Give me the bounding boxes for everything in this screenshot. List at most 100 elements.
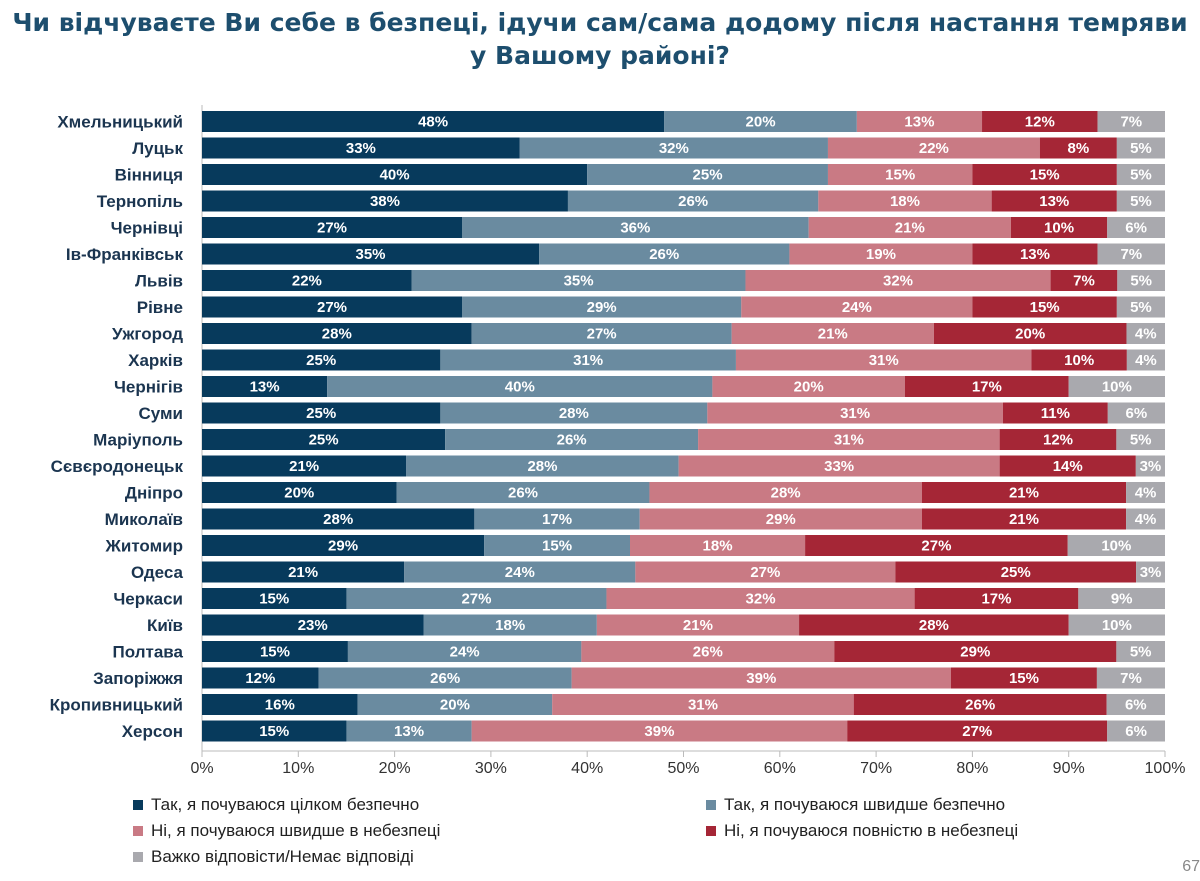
data-label: 25% xyxy=(306,352,336,369)
data-label: 21% xyxy=(1009,511,1039,528)
data-label: 27% xyxy=(962,723,992,740)
bar-segment xyxy=(1116,137,1165,159)
bar-segment xyxy=(707,402,1003,424)
data-label: 11% xyxy=(1041,405,1070,422)
bar-segment xyxy=(1116,296,1165,318)
bar-segment xyxy=(639,508,922,530)
data-label: 5% xyxy=(1130,193,1152,210)
data-label: 7% xyxy=(1120,670,1142,687)
bar-segment xyxy=(202,111,665,132)
bar-segment xyxy=(895,561,1137,583)
data-label: 18% xyxy=(495,617,525,634)
bar-segment xyxy=(202,137,520,159)
bar-segment xyxy=(357,694,553,715)
data-label: 15% xyxy=(1009,670,1039,687)
category-label: Чернігів xyxy=(114,378,183,397)
data-label: 20% xyxy=(746,114,776,131)
bar-segment xyxy=(1002,402,1108,424)
bar-segment xyxy=(827,137,1040,159)
bar-segment xyxy=(735,349,1032,371)
data-label: 6% xyxy=(1125,697,1147,714)
bar-segment xyxy=(423,614,597,636)
data-label: 16% xyxy=(265,697,295,714)
data-label: 21% xyxy=(683,617,713,634)
bar-segment xyxy=(698,429,1000,450)
bar-segment xyxy=(474,508,640,530)
data-label: 31% xyxy=(573,352,603,369)
bar-segment xyxy=(202,535,485,556)
bar-segment xyxy=(202,561,405,583)
bar-segment xyxy=(581,641,835,662)
data-label: 13% xyxy=(1020,246,1050,263)
category-label: Суми xyxy=(138,404,183,423)
bar-segment xyxy=(921,482,1127,503)
data-label: 8% xyxy=(1067,140,1089,157)
bar-segment xyxy=(745,270,1051,291)
data-label: 18% xyxy=(890,193,920,210)
data-label: 27% xyxy=(921,538,951,555)
data-label: 7% xyxy=(1120,246,1142,263)
x-tick-label: 70% xyxy=(860,760,892,777)
data-label: 15% xyxy=(259,591,289,608)
bar-segment xyxy=(1097,111,1165,132)
category-label: Житомир xyxy=(105,537,184,556)
data-label: 12% xyxy=(245,670,275,687)
data-label: 21% xyxy=(818,326,848,343)
bar-segment xyxy=(972,296,1117,318)
data-label: 6% xyxy=(1125,723,1147,740)
data-label: 27% xyxy=(587,326,617,343)
bar-segment xyxy=(202,455,407,477)
data-label: 9% xyxy=(1111,591,1133,608)
bar-segment xyxy=(202,270,412,291)
stacked-bar-chart: 0% 10% 20% 30% 40% 50% 60% 70% 80% 90% 100% Хмельни… xyxy=(50,105,1186,777)
bar-segment xyxy=(202,349,441,371)
category-label: Ів-Франківськ xyxy=(66,245,184,264)
bar-segment xyxy=(1039,137,1117,159)
data-label: 26% xyxy=(649,246,679,263)
bar-segment xyxy=(202,243,540,265)
data-label: 17% xyxy=(972,379,1002,396)
bar-segment xyxy=(1107,402,1165,424)
data-label: 29% xyxy=(960,644,990,661)
data-label: 28% xyxy=(559,405,589,422)
data-label: 33% xyxy=(824,458,854,475)
bar-segment xyxy=(847,720,1108,742)
data-label: 13% xyxy=(250,379,280,396)
data-label: 24% xyxy=(505,564,535,581)
category-label: Одеса xyxy=(131,563,183,582)
data-label: 29% xyxy=(328,538,358,555)
data-label: 26% xyxy=(693,644,723,661)
bar-segment xyxy=(678,455,1000,477)
data-label: 35% xyxy=(564,273,594,290)
data-label: 32% xyxy=(883,273,913,290)
category-label: Херсон xyxy=(122,722,183,741)
data-label: 13% xyxy=(1039,193,1069,210)
data-label: 7% xyxy=(1073,273,1095,290)
category-label: Маріуполь xyxy=(93,431,183,450)
data-label: 15% xyxy=(1030,299,1060,316)
data-label: 14% xyxy=(1053,458,1083,475)
data-label: 20% xyxy=(794,379,824,396)
x-tick-label: 100% xyxy=(1145,760,1186,777)
bar-segment xyxy=(202,508,475,530)
bar-segment xyxy=(462,217,809,238)
data-label: 22% xyxy=(292,273,322,290)
bar-segment xyxy=(999,429,1117,450)
data-label: 23% xyxy=(298,617,328,634)
bar-segment xyxy=(202,588,347,609)
bar-segment xyxy=(202,429,446,450)
data-label: 28% xyxy=(771,485,801,502)
bar-segment xyxy=(805,535,1068,556)
legend-swatch xyxy=(133,800,143,810)
data-label: 17% xyxy=(981,591,1011,608)
data-label: 26% xyxy=(557,432,587,449)
bar-segment xyxy=(471,720,848,742)
category-label: Луцьк xyxy=(132,139,183,158)
data-label: 4% xyxy=(1135,352,1157,369)
data-label: 7% xyxy=(1120,114,1142,131)
legend-label: Ні, я почуваюся повністю в небезпеці xyxy=(724,821,1019,840)
data-label: 5% xyxy=(1130,167,1152,184)
bar-segment xyxy=(1106,694,1165,715)
data-label: 27% xyxy=(317,299,347,316)
bar-segment xyxy=(1068,376,1165,397)
